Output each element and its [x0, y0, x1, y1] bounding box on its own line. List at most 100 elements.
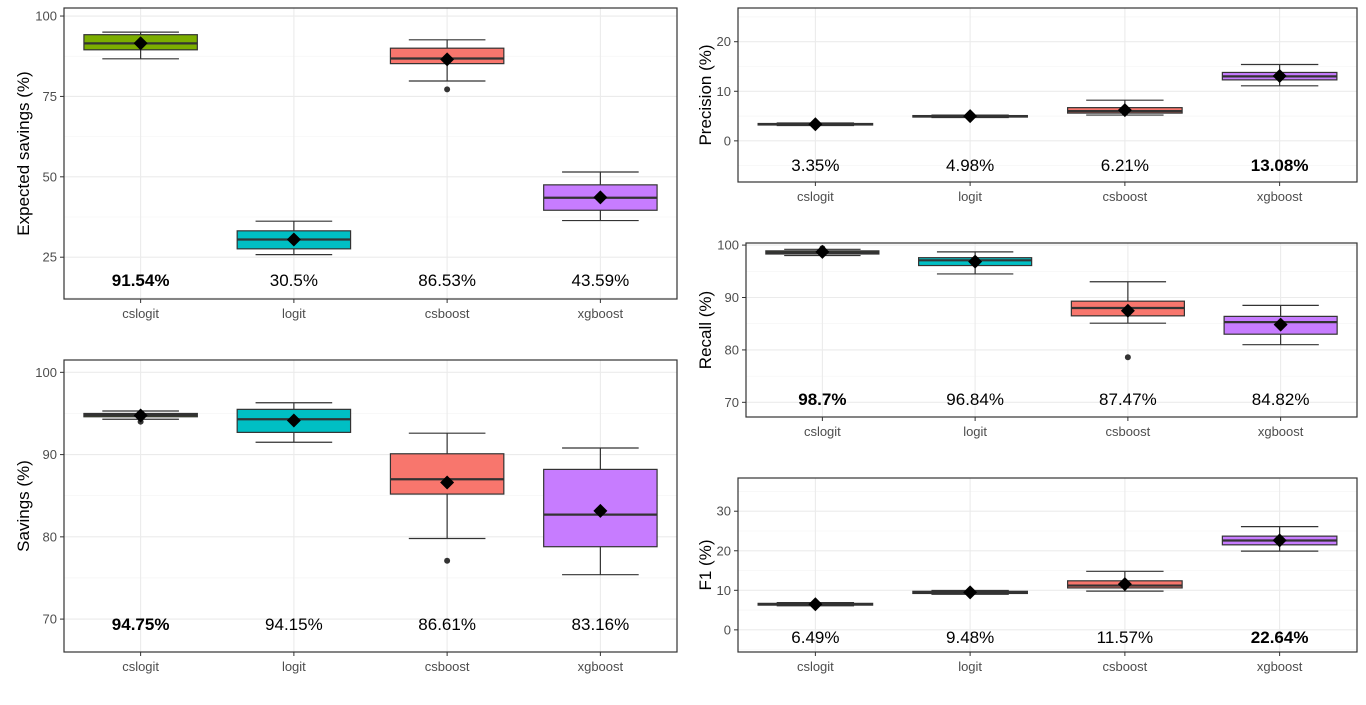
expected-savings-box-logit	[236, 220, 352, 256]
x-tick-label: csboost	[1102, 189, 1147, 204]
y-tick-label: 50	[43, 169, 57, 184]
mean-label: 86.53%	[418, 271, 476, 290]
y-tick-label: 80	[43, 529, 57, 544]
y-tick-label: 90	[43, 447, 57, 462]
y-tick-label: 10	[717, 84, 731, 99]
expected-savings-box-xgboost	[543, 171, 658, 222]
mean-marker	[815, 244, 830, 259]
y-tick-label: 80	[725, 342, 739, 357]
mean-label: 4.98%	[946, 156, 994, 175]
savings-box-logit	[236, 402, 352, 443]
mean-marker	[286, 413, 301, 428]
mean-marker	[963, 585, 978, 600]
x-tick-label: csboost	[1102, 659, 1147, 674]
mean-marker	[440, 475, 455, 490]
mean-label: 96.84%	[946, 390, 1004, 409]
recall-box-cslogit	[765, 244, 880, 259]
y-tick-label: 90	[725, 290, 739, 305]
f1-box-cslogit	[757, 597, 874, 612]
f1-box-logit	[912, 585, 1028, 600]
mean-marker	[133, 408, 148, 423]
mean-label: 22.64%	[1251, 628, 1309, 647]
x-tick-label: xgboost	[578, 659, 624, 674]
panel-border	[63, 359, 678, 653]
x-tick-label: csboost	[1105, 424, 1150, 439]
y-tick-label: 70	[725, 395, 739, 410]
y-axis-title: Recall (%)	[696, 291, 715, 369]
mean-label: 94.75%	[112, 615, 170, 634]
x-tick-label: cslogit	[797, 659, 834, 674]
panel-border	[737, 7, 1358, 183]
mean-label: 6.49%	[791, 628, 839, 647]
f1-box-xgboost	[1221, 526, 1338, 552]
panel-border	[745, 242, 1358, 418]
expected-savings-box-cslogit	[83, 31, 198, 60]
mean-label: 98.7%	[798, 390, 846, 409]
mean-label: 30.5%	[270, 271, 318, 290]
recall-panel: 98.7% cslogit 96.84% logit 87.47% csboost 84.8…	[696, 238, 1358, 439]
outlier-point	[444, 86, 451, 93]
mean-label: 83.16%	[572, 615, 630, 634]
mean-marker	[593, 503, 608, 518]
recall-box-logit	[918, 251, 1033, 275]
outlier-point	[444, 557, 451, 564]
mean-marker	[1273, 317, 1288, 332]
x-tick-label: csboost	[425, 659, 470, 674]
x-tick-label: xgboost	[578, 306, 624, 321]
recall-box-xgboost	[1223, 304, 1338, 346]
mean-marker	[593, 190, 608, 205]
y-tick-label: 0	[724, 133, 731, 148]
x-tick-label: cslogit	[122, 306, 159, 321]
mean-marker	[440, 52, 455, 67]
y-tick-label: 75	[43, 89, 57, 104]
y-tick-label: 20	[717, 543, 731, 558]
savings-box-csboost	[389, 432, 505, 564]
x-tick-label: cslogit	[122, 659, 159, 674]
precision-box-cslogit	[757, 117, 874, 132]
precision-box-logit	[912, 109, 1028, 124]
panel-border	[63, 7, 678, 300]
mean-label: 86.61%	[418, 615, 476, 634]
x-tick-label: logit	[958, 189, 982, 204]
expected-savings-panel: 91.54% cslogit 30.5% logit 86.53% csboost 43.5…	[14, 7, 678, 321]
f1-box-csboost	[1067, 570, 1183, 592]
mean-marker	[1272, 533, 1287, 548]
mean-label: 94.15%	[265, 615, 323, 634]
mean-label: 6.21%	[1101, 156, 1149, 175]
y-axis-title: Savings (%)	[14, 460, 33, 552]
mean-label: 91.54%	[112, 271, 170, 290]
y-tick-label: 100	[35, 365, 57, 380]
recall-box-csboost	[1070, 281, 1185, 361]
y-tick-label: 100	[35, 9, 57, 24]
precision-box-xgboost	[1221, 63, 1338, 87]
x-tick-label: logit	[958, 659, 982, 674]
f1-panel: 6.49% cslogit 9.48% logit 11.57% csboost 22.64…	[696, 477, 1358, 674]
mean-label: 11.57%	[1097, 628, 1153, 647]
savings-box-xgboost	[543, 447, 658, 576]
y-tick-label: 0	[724, 622, 731, 637]
mean-label: 43.59%	[572, 271, 630, 290]
mean-marker	[808, 117, 823, 132]
precision-panel: 3.35% cslogit 4.98% logit 6.21% csboost 13.08%…	[696, 7, 1358, 204]
precision-box-csboost	[1067, 99, 1183, 118]
mean-marker	[286, 232, 301, 247]
savings-box-cslogit	[83, 408, 198, 425]
y-axis-title: Expected savings (%)	[14, 71, 33, 235]
mean-label: 87.47%	[1099, 390, 1157, 409]
expected-savings-box-csboost	[389, 39, 505, 93]
mean-marker	[1272, 69, 1287, 84]
x-tick-label: logit	[963, 424, 987, 439]
savings-panel: 94.75% cslogit 94.15% logit 86.61% csboost 83.…	[14, 359, 678, 674]
y-axis-title: Precision (%)	[696, 44, 715, 145]
mean-label: 13.08%	[1251, 156, 1309, 175]
y-tick-label: 70	[43, 612, 57, 627]
y-tick-label: 100	[717, 238, 739, 253]
mean-marker	[1117, 103, 1132, 118]
panel-border	[737, 477, 1358, 653]
x-tick-label: cslogit	[804, 424, 841, 439]
x-tick-label: cslogit	[797, 189, 834, 204]
x-tick-label: xgboost	[1257, 189, 1303, 204]
mean-marker	[808, 597, 823, 612]
y-axis-title: F1 (%)	[696, 540, 715, 591]
